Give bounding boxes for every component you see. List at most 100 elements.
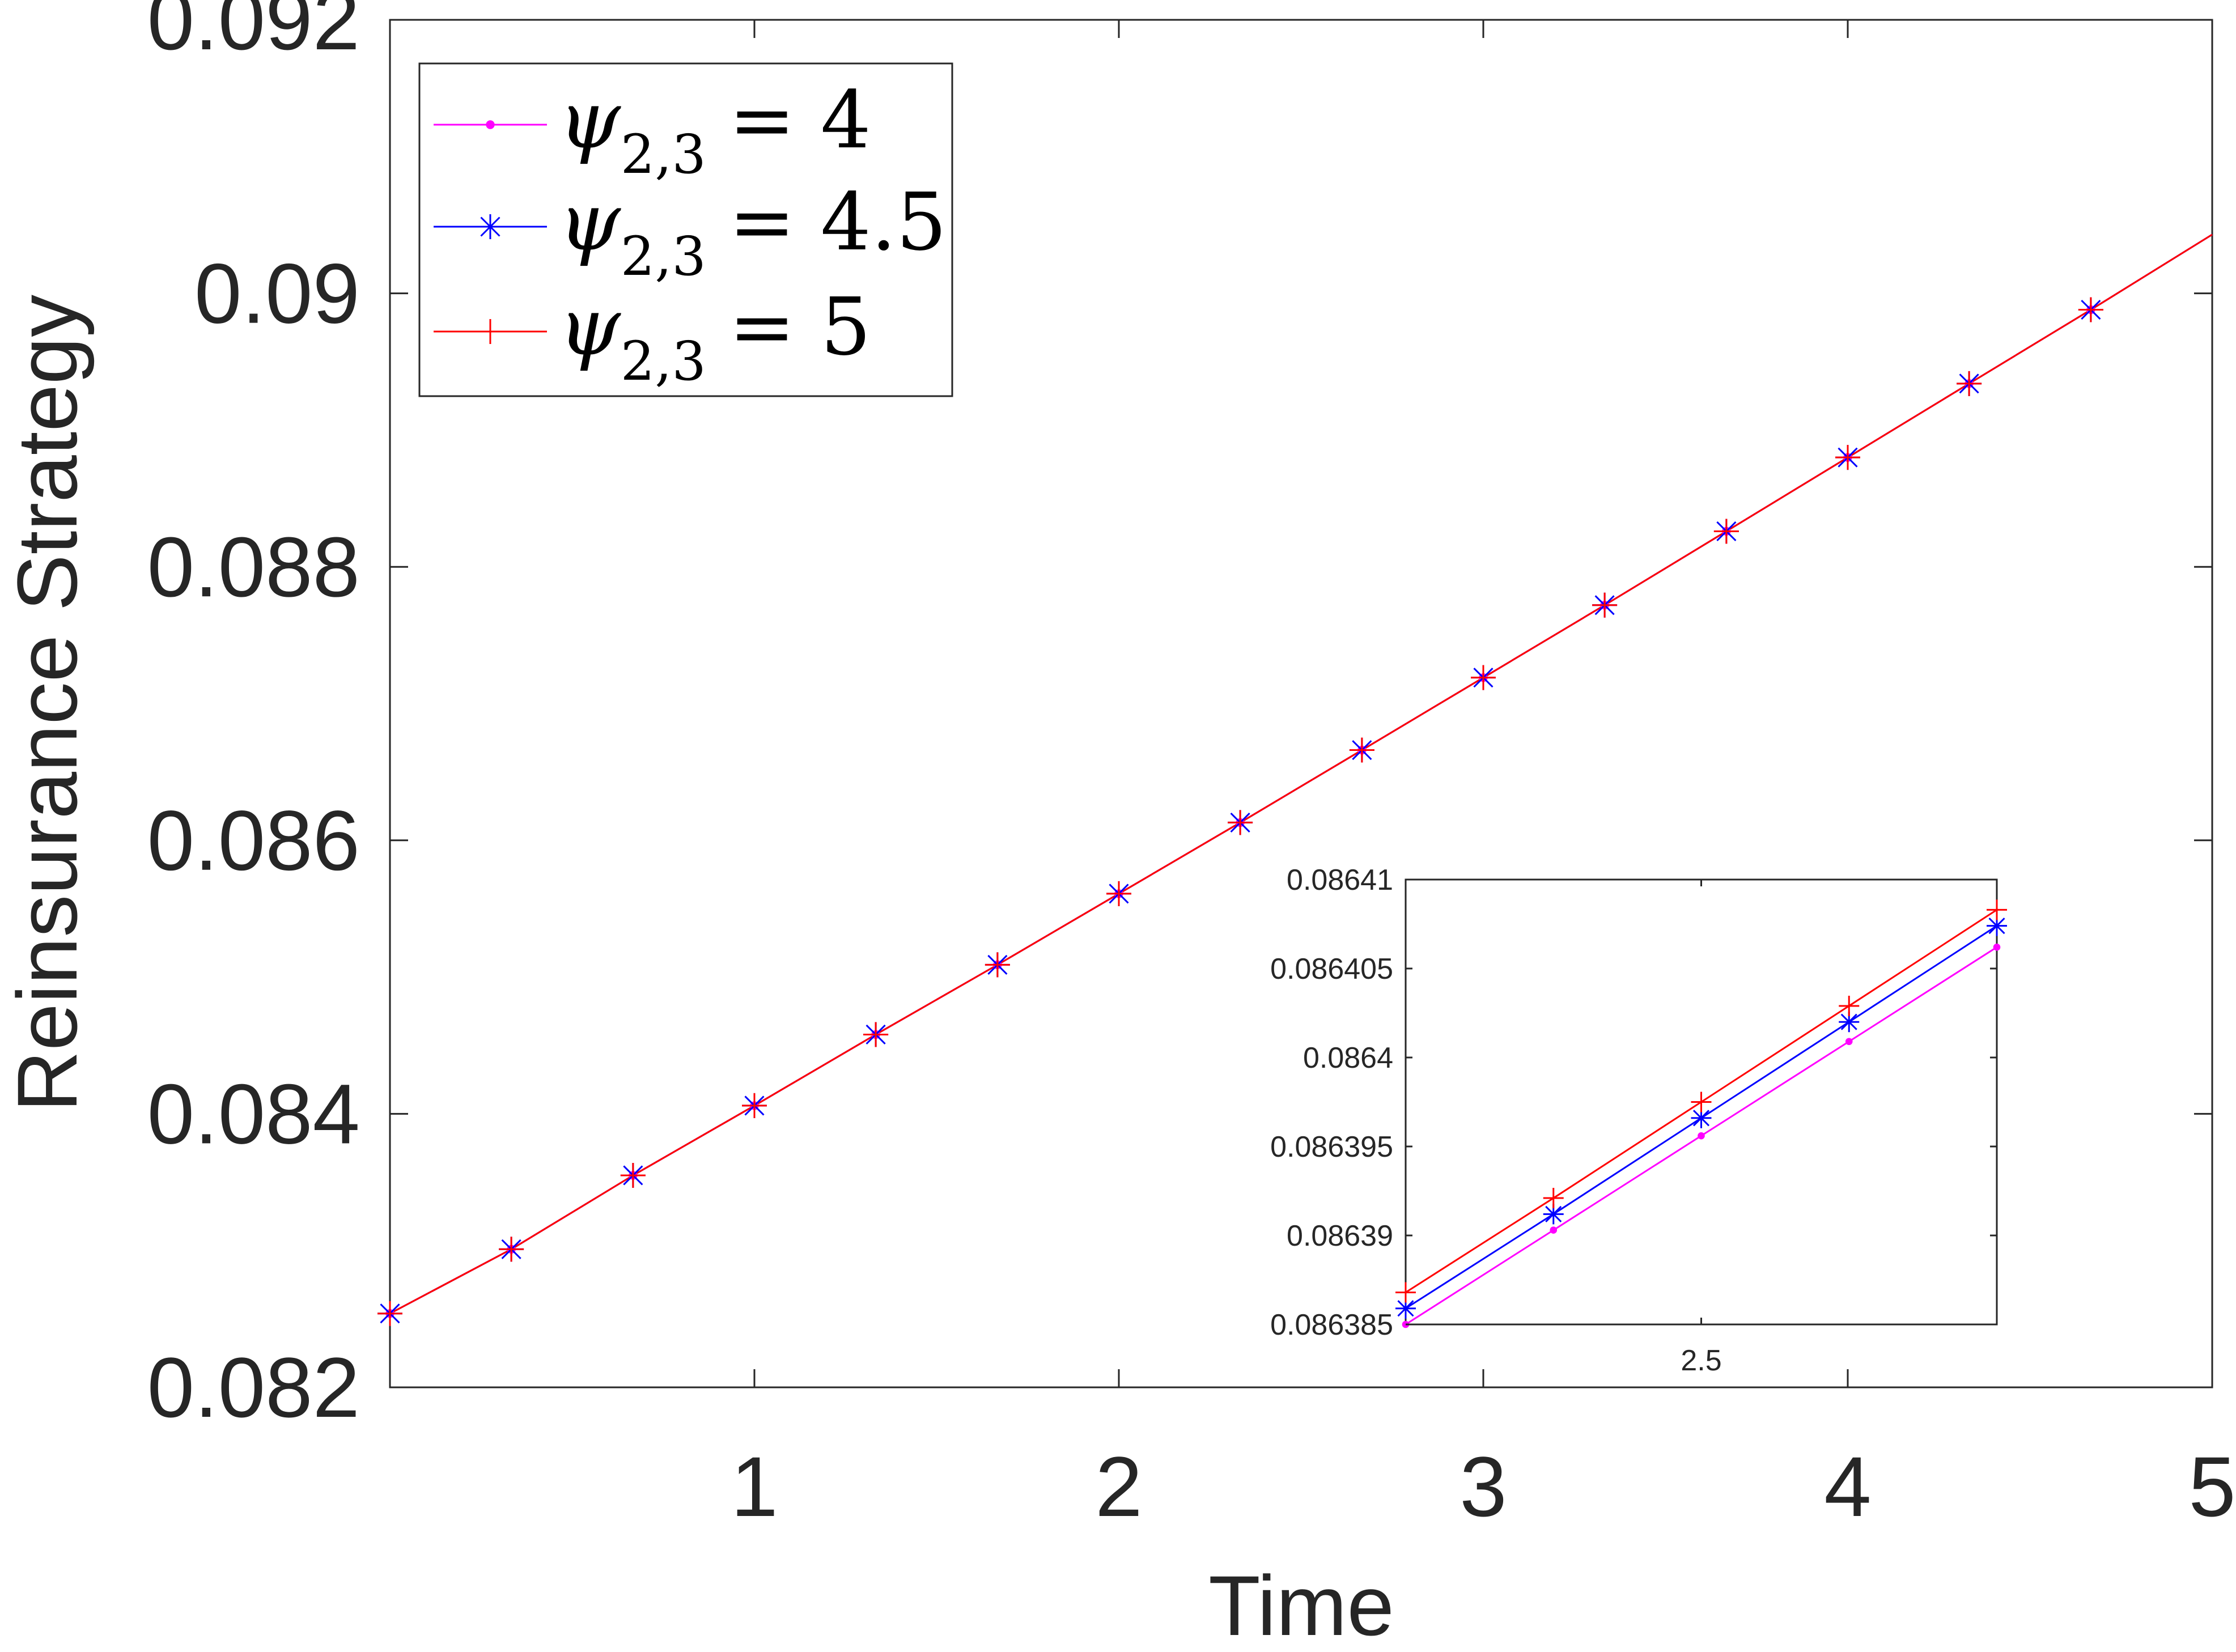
series-3-marker — [1592, 592, 1618, 618]
inset-series-3-marker-shape — [1691, 1092, 1712, 1112]
inset-series-3-marker — [1839, 995, 1860, 1016]
inset-series-2-marker-shape — [1839, 1012, 1860, 1033]
y-tick-label: 0.09 — [194, 246, 360, 341]
legend-marker — [486, 120, 495, 129]
inset-y-tick-label: 0.08641 — [1287, 864, 1393, 897]
inset-series-2-marker — [1543, 1204, 1564, 1225]
inset-series-1-marker — [1993, 944, 2001, 951]
main-series-markers — [377, 297, 2103, 1326]
inset-series-1-marker — [1845, 1038, 1853, 1046]
inset-series-1-marker-shape — [1993, 944, 2001, 951]
main-y-tick-labels: 0.082 0.084 0.086 0.088 0.09 0.092 — [147, 0, 360, 1435]
series-3-marker-shape — [377, 1301, 402, 1326]
inset-series-3-marker — [1987, 899, 2007, 920]
legend-label-subscript: 2,3 — [621, 330, 706, 393]
legend-label-symbol: ψ — [558, 74, 621, 167]
series-3-marker — [499, 1237, 524, 1262]
series-3-marker — [1106, 881, 1131, 906]
inset-series-1-marker-shape — [1550, 1226, 1558, 1234]
legend-label-value: = 5 — [729, 281, 871, 373]
inset-series-markers — [1395, 899, 2007, 1328]
legend-marker — [478, 319, 503, 344]
series-3-marker-shape — [620, 1162, 646, 1188]
series-3-marker — [863, 1022, 889, 1047]
x-tick-label: 2 — [1095, 1439, 1142, 1534]
inset-series-2-marker-shape — [1691, 1107, 1712, 1128]
series-3-marker — [620, 1162, 646, 1188]
series-3-marker — [1713, 519, 1739, 544]
legend-label: ψ2,3 = 4.5 — [558, 176, 947, 288]
y-tick-label: 0.084 — [147, 1066, 360, 1161]
legend-marker-shape — [486, 120, 495, 129]
inset-series-2-marker — [1987, 915, 2007, 936]
series-3-marker-shape — [499, 1237, 524, 1262]
y-axis-label: Reinsurance Strategy — [0, 295, 95, 1112]
series-3-marker — [377, 1301, 402, 1326]
legend-label-subscript: 2,3 — [621, 124, 706, 186]
series-3-marker — [1349, 737, 1374, 763]
series-3-marker-shape — [1471, 665, 1496, 690]
legend-marker-shape — [478, 214, 503, 239]
legend-items: ψ2,3 = 4ψ2,3 = 4.5ψ2,3 = 5 — [434, 74, 947, 393]
x-tick-label: 1 — [731, 1439, 778, 1534]
series-3-marker-shape — [1592, 592, 1618, 618]
legend-box — [418, 62, 953, 397]
series-3-marker-shape — [2078, 297, 2103, 322]
inset-y-tick-label: 0.086395 — [1270, 1131, 1393, 1163]
legend-label-symbol: ψ — [558, 281, 621, 373]
legend-marker-shape — [478, 319, 503, 344]
x-tick-label: 5 — [2188, 1439, 2235, 1534]
series-3-marker-shape — [1349, 737, 1374, 763]
inset-series-2-marker-shape — [1395, 1298, 1416, 1319]
inset-y-tick-label: 0.08639 — [1287, 1220, 1393, 1252]
legend-item-2: ψ2,3 = 4.5 — [434, 176, 947, 288]
series-3-marker-shape — [1713, 519, 1739, 544]
legend-item-1: ψ2,3 = 4 — [434, 74, 871, 186]
x-tick-label: 3 — [1459, 1439, 1507, 1534]
series-3-marker — [1835, 445, 1860, 470]
series-3-marker — [985, 952, 1010, 978]
legend: ψ2,3 = 4ψ2,3 = 4.5ψ2,3 = 5 — [418, 62, 953, 397]
inset-plot: 2.5 0.086385 0.08639 0.086395 0.0864 0.08640… — [1270, 864, 2007, 1377]
inset-y-tick-label: 0.0864 — [1303, 1042, 1393, 1075]
main-series-lines — [389, 233, 2213, 1315]
inset-series-3-marker-shape — [1543, 1188, 1564, 1209]
inset-series-3-marker-shape — [1395, 1282, 1416, 1303]
inset-series-3-marker — [1395, 1282, 1416, 1303]
series-line-3 — [389, 233, 2213, 1315]
inset-series-2-marker — [1395, 1298, 1416, 1319]
series-3-marker — [1471, 665, 1496, 690]
inset-series-2-marker-shape — [1987, 915, 2007, 936]
inset-series-1-marker-shape — [1845, 1038, 1853, 1046]
inset-series-3-marker — [1691, 1092, 1712, 1112]
legend-item-3: ψ2,3 = 5 — [434, 281, 871, 393]
series-3-marker — [1957, 371, 1982, 396]
y-tick-label: 0.088 — [147, 519, 360, 614]
inset-series-2-marker — [1691, 1107, 1712, 1128]
inset-series-3-marker — [1543, 1188, 1564, 1209]
series-3-marker-shape — [863, 1022, 889, 1047]
x-tick-label: 4 — [1824, 1439, 1871, 1534]
inset-y-tick-labels: 0.086385 0.08639 0.086395 0.0864 0.086405 0.0… — [1270, 864, 1393, 1341]
inset-series-1-marker — [1550, 1226, 1558, 1234]
series-3-marker — [742, 1093, 767, 1118]
x-axis-label: Time — [1208, 1558, 1394, 1652]
y-tick-label: 0.086 — [147, 793, 360, 888]
main-axis-ticks — [390, 19, 2213, 1388]
legend-label-symbol: ψ — [558, 176, 621, 269]
main-x-tick-labels: 1 2 3 4 5 — [731, 1439, 2235, 1534]
series-3-marker-shape — [1835, 445, 1860, 470]
inset-series-1-marker-shape — [1698, 1132, 1705, 1140]
inset-series-2-marker-shape — [1543, 1204, 1564, 1225]
inset-axis-ticks — [1406, 878, 1997, 1326]
inset-series-3-marker-shape — [1839, 995, 1860, 1016]
legend-label-value: = 4.5 — [729, 176, 947, 269]
legend-label-subscript: 2,3 — [621, 226, 706, 288]
y-tick-label: 0.082 — [147, 1340, 360, 1435]
legend-label: ψ2,3 = 5 — [558, 281, 871, 393]
inset-y-tick-label: 0.086405 — [1270, 953, 1393, 986]
legend-marker — [478, 214, 503, 239]
inset-y-tick-label: 0.086385 — [1270, 1309, 1393, 1341]
inset-x-tick-label: 2.5 — [1681, 1344, 1721, 1377]
